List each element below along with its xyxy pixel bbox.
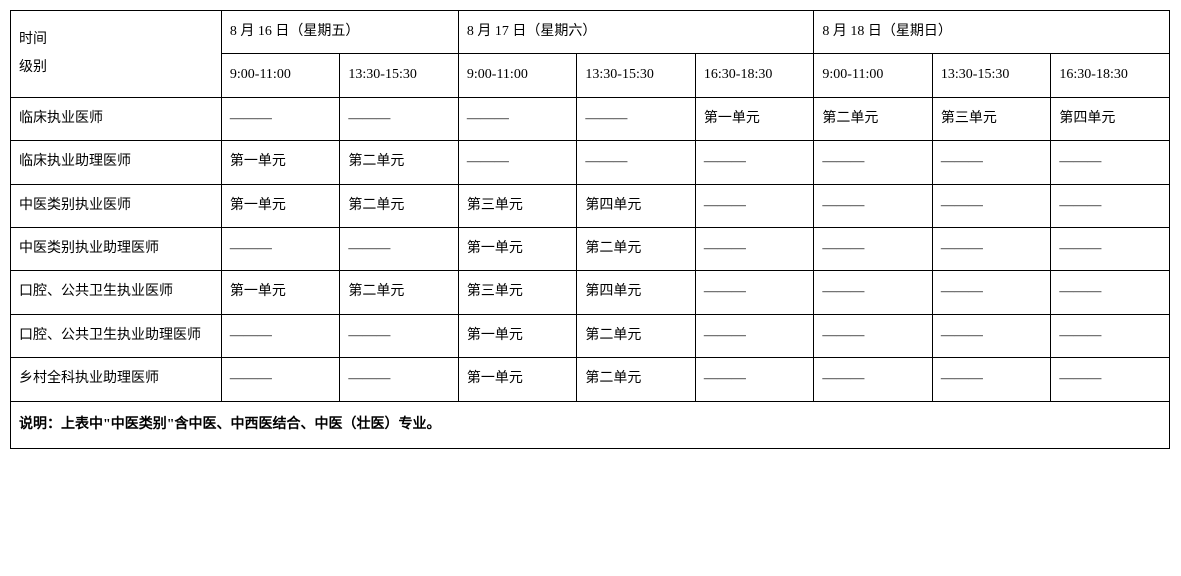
- schedule-cell: ———: [1051, 271, 1170, 314]
- table-row: 临床执业医师————————————第一单元第二单元第三单元第四单元: [11, 97, 1170, 140]
- schedule-cell: ———: [340, 227, 459, 270]
- schedule-cell: ———: [932, 314, 1051, 357]
- time-slot: 9:00-11:00: [814, 54, 933, 97]
- category-label: 临床执业医师: [11, 97, 222, 140]
- schedule-cell: ———: [814, 358, 933, 401]
- schedule-cell: ———: [1051, 184, 1170, 227]
- schedule-cell: ———: [1051, 141, 1170, 184]
- schedule-cell: ———: [932, 358, 1051, 401]
- table-row: 中医类别执业助理医师——————第一单元第二单元————————————: [11, 227, 1170, 270]
- schedule-cell: 第四单元: [1051, 97, 1170, 140]
- schedule-cell: ———: [577, 141, 696, 184]
- schedule-cell: ———: [1051, 227, 1170, 270]
- schedule-cell: ———: [221, 227, 340, 270]
- schedule-cell: ———: [1051, 314, 1170, 357]
- table-body: 临床执业医师————————————第一单元第二单元第三单元第四单元临床执业助理…: [11, 97, 1170, 401]
- schedule-cell: 第二单元: [340, 271, 459, 314]
- schedule-cell: 第三单元: [458, 271, 577, 314]
- note-text: 说明：上表中"中医类别"含中医、中西医结合、中医（壮医）专业。: [11, 401, 1170, 448]
- schedule-cell: ———: [695, 184, 814, 227]
- schedule-cell: ———: [221, 314, 340, 357]
- schedule-cell: 第一单元: [458, 358, 577, 401]
- category-label: 口腔、公共卫生执业助理医师: [11, 314, 222, 357]
- row-axis-line1: 时间: [19, 32, 47, 47]
- time-slot: 13:30-15:30: [340, 54, 459, 97]
- schedule-cell: ———: [932, 141, 1051, 184]
- exam-schedule-table: 时间 级别 8 月 16 日（星期五） 8 月 17 日（星期六） 8 月 18…: [10, 10, 1170, 449]
- schedule-cell: ———: [458, 141, 577, 184]
- schedule-cell: 第二单元: [577, 227, 696, 270]
- schedule-cell: 第二单元: [577, 358, 696, 401]
- schedule-cell: ———: [814, 184, 933, 227]
- schedule-cell: ———: [695, 314, 814, 357]
- schedule-cell: 第一单元: [458, 227, 577, 270]
- table-row: 乡村全科执业助理医师——————第一单元第二单元————————————: [11, 358, 1170, 401]
- schedule-cell: 第四单元: [577, 271, 696, 314]
- schedule-cell: 第二单元: [340, 141, 459, 184]
- schedule-cell: ———: [814, 227, 933, 270]
- schedule-cell: ———: [695, 358, 814, 401]
- schedule-cell: ———: [814, 141, 933, 184]
- schedule-cell: 第一单元: [221, 141, 340, 184]
- schedule-cell: 第一单元: [221, 184, 340, 227]
- schedule-cell: ———: [340, 358, 459, 401]
- schedule-cell: 第一单元: [695, 97, 814, 140]
- row-axis-label: 时间 级别: [11, 11, 222, 98]
- schedule-cell: ———: [932, 184, 1051, 227]
- schedule-cell: ———: [814, 271, 933, 314]
- schedule-cell: 第一单元: [221, 271, 340, 314]
- time-slot: 9:00-11:00: [458, 54, 577, 97]
- category-label: 口腔、公共卫生执业医师: [11, 271, 222, 314]
- schedule-cell: ———: [340, 314, 459, 357]
- schedule-cell: 第一单元: [458, 314, 577, 357]
- category-label: 乡村全科执业助理医师: [11, 358, 222, 401]
- header-row-days: 时间 级别 8 月 16 日（星期五） 8 月 17 日（星期六） 8 月 18…: [11, 11, 1170, 54]
- category-label: 临床执业助理医师: [11, 141, 222, 184]
- schedule-cell: ———: [458, 97, 577, 140]
- schedule-cell: ———: [221, 97, 340, 140]
- schedule-cell: ———: [221, 358, 340, 401]
- schedule-cell: ———: [932, 271, 1051, 314]
- schedule-cell: ———: [1051, 358, 1170, 401]
- schedule-cell: 第三单元: [458, 184, 577, 227]
- table-row: 中医类别执业医师第一单元第二单元第三单元第四单元————————————: [11, 184, 1170, 227]
- schedule-cell: 第二单元: [340, 184, 459, 227]
- day-header: 8 月 18 日（星期日）: [814, 11, 1170, 54]
- time-slot: 13:30-15:30: [932, 54, 1051, 97]
- time-slot: 16:30-18:30: [695, 54, 814, 97]
- category-label: 中医类别执业医师: [11, 184, 222, 227]
- schedule-cell: 第三单元: [932, 97, 1051, 140]
- schedule-cell: ———: [340, 97, 459, 140]
- schedule-cell: ———: [932, 227, 1051, 270]
- schedule-cell: ———: [695, 227, 814, 270]
- row-axis-line2: 级别: [19, 60, 47, 75]
- time-slot: 16:30-18:30: [1051, 54, 1170, 97]
- schedule-cell: ———: [695, 141, 814, 184]
- schedule-cell: 第二单元: [577, 314, 696, 357]
- table-row: 临床执业助理医师第一单元第二单元——————————————————: [11, 141, 1170, 184]
- time-slot: 9:00-11:00: [221, 54, 340, 97]
- time-slot: 13:30-15:30: [577, 54, 696, 97]
- table-row: 口腔、公共卫生执业助理医师——————第一单元第二单元————————————: [11, 314, 1170, 357]
- schedule-cell: ———: [695, 271, 814, 314]
- schedule-cell: ———: [577, 97, 696, 140]
- day-header: 8 月 16 日（星期五）: [221, 11, 458, 54]
- schedule-cell: 第二单元: [814, 97, 933, 140]
- schedule-cell: 第四单元: [577, 184, 696, 227]
- schedule-cell: ———: [814, 314, 933, 357]
- day-header: 8 月 17 日（星期六）: [458, 11, 814, 54]
- category-label: 中医类别执业助理医师: [11, 227, 222, 270]
- table-row: 口腔、公共卫生执业医师第一单元第二单元第三单元第四单元————————————: [11, 271, 1170, 314]
- note-row: 说明：上表中"中医类别"含中医、中西医结合、中医（壮医）专业。: [11, 401, 1170, 448]
